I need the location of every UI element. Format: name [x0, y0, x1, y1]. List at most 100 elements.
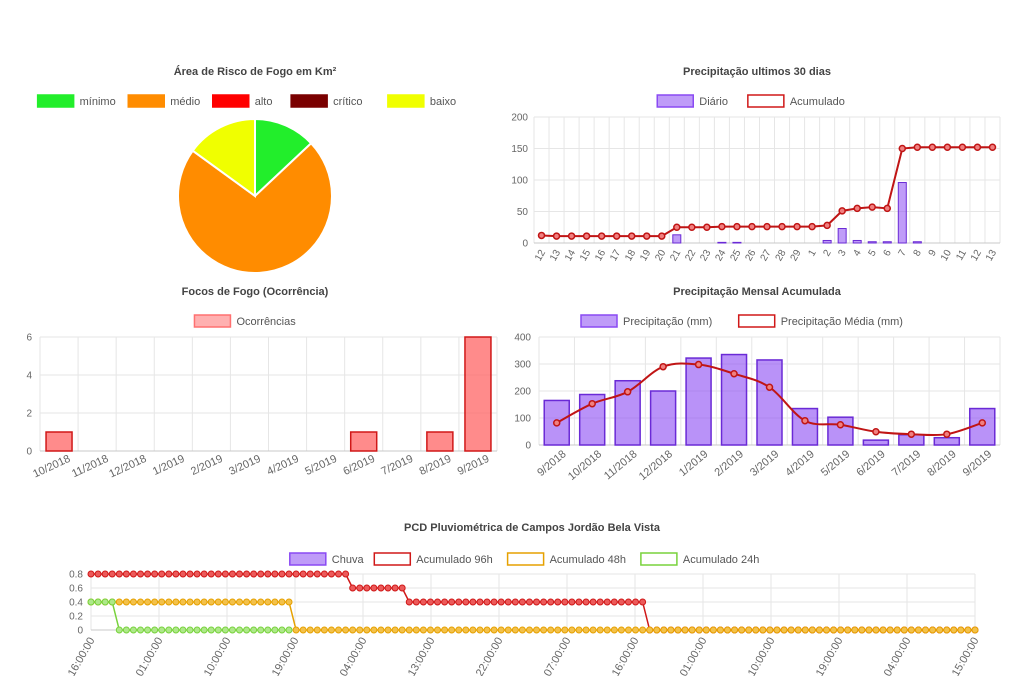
data-point[interactable] — [448, 626, 456, 634]
data-point[interactable] — [688, 626, 696, 634]
data-point[interactable] — [913, 143, 922, 151]
data-point[interactable] — [419, 626, 427, 634]
data-point[interactable] — [87, 598, 95, 606]
data-point[interactable] — [490, 626, 498, 634]
data-point[interactable] — [158, 598, 166, 606]
data-point[interactable] — [207, 598, 215, 606]
data-point[interactable] — [144, 626, 152, 634]
data-point[interactable] — [172, 598, 180, 606]
data-point[interactable] — [200, 626, 208, 634]
data-point[interactable] — [718, 222, 726, 231]
data-point[interactable] — [658, 232, 666, 240]
data-point[interactable] — [363, 626, 371, 634]
data-point[interactable] — [561, 598, 569, 606]
bar[interactable] — [897, 182, 907, 244]
data-point[interactable] — [221, 598, 229, 606]
data-point[interactable] — [448, 598, 456, 606]
data-point[interactable] — [731, 626, 739, 634]
data-point[interactable] — [928, 143, 937, 151]
data-point[interactable] — [617, 598, 625, 606]
data-point[interactable] — [964, 626, 972, 634]
data-point[interactable] — [179, 598, 187, 606]
data-point[interactable] — [285, 570, 293, 578]
data-point[interactable] — [759, 626, 767, 634]
data-point[interactable] — [151, 626, 159, 634]
pie-slice[interactable] — [191, 117, 256, 198]
data-point[interactable] — [610, 598, 618, 606]
data-point[interactable] — [709, 626, 717, 634]
data-point[interactable] — [257, 570, 265, 578]
data-point[interactable] — [250, 570, 258, 578]
data-point[interactable] — [299, 570, 307, 578]
data-point[interactable] — [278, 570, 286, 578]
data-point[interactable] — [250, 598, 258, 606]
data-point[interactable] — [907, 626, 915, 634]
data-point[interactable] — [703, 223, 711, 231]
data-point[interactable] — [476, 626, 484, 634]
legend-label[interactable]: alto — [255, 96, 273, 108]
data-point[interactable] — [243, 598, 251, 606]
data-point[interactable] — [264, 570, 272, 578]
data-point[interactable] — [886, 626, 894, 634]
data-point[interactable] — [151, 598, 159, 606]
data-point[interactable] — [748, 222, 756, 231]
data-point[interactable] — [221, 626, 229, 634]
data-point[interactable] — [122, 598, 130, 606]
data-point[interactable] — [639, 598, 647, 606]
data-point[interactable] — [639, 626, 647, 634]
data-point[interactable] — [765, 383, 774, 391]
data-point[interactable] — [151, 570, 159, 578]
data-point[interactable] — [108, 570, 116, 578]
data-point[interactable] — [617, 626, 625, 634]
data-point[interactable] — [575, 598, 583, 606]
data-point[interactable] — [646, 626, 654, 634]
data-point[interactable] — [405, 626, 413, 634]
data-point[interactable] — [384, 626, 392, 634]
data-point[interactable] — [257, 626, 265, 634]
legend-label[interactable]: Acumulado — [790, 96, 845, 108]
data-point[interactable] — [612, 232, 621, 240]
data-point[interactable] — [221, 570, 229, 578]
data-point[interactable] — [554, 598, 562, 606]
data-point[interactable] — [632, 626, 640, 634]
data-point[interactable] — [780, 626, 788, 634]
data-point[interactable] — [228, 570, 236, 578]
data-point[interactable] — [137, 570, 145, 578]
data-point[interactable] — [681, 626, 689, 634]
data-point[interactable] — [419, 598, 427, 606]
data-point[interactable] — [434, 598, 442, 606]
bar[interactable] — [426, 431, 454, 452]
data-point[interactable] — [603, 626, 611, 634]
data-point[interactable] — [561, 626, 569, 634]
data-point[interactable] — [540, 598, 548, 606]
data-point[interactable] — [582, 232, 591, 240]
data-point[interactable] — [533, 626, 541, 634]
data-point[interactable] — [363, 584, 371, 592]
data-point[interactable] — [469, 626, 477, 634]
data-point[interactable] — [228, 626, 236, 634]
legend-label[interactable]: crítico — [333, 96, 362, 108]
data-point[interactable] — [271, 598, 279, 606]
data-point[interactable] — [264, 598, 272, 606]
bar[interactable] — [717, 241, 727, 244]
data-point[interactable] — [879, 626, 887, 634]
data-point[interactable] — [398, 626, 406, 634]
data-point[interactable] — [830, 626, 838, 634]
data-point[interactable] — [108, 598, 116, 606]
data-point[interactable] — [398, 584, 406, 592]
data-point[interactable] — [327, 570, 335, 578]
data-point[interactable] — [87, 570, 95, 578]
data-point[interactable] — [207, 570, 215, 578]
data-point[interactable] — [426, 626, 434, 634]
data-point[interactable] — [349, 626, 357, 634]
data-point[interactable] — [158, 626, 166, 634]
data-point[interactable] — [356, 584, 364, 592]
data-point[interactable] — [865, 626, 873, 634]
data-point[interactable] — [236, 626, 244, 634]
data-point[interactable] — [278, 626, 286, 634]
data-point[interactable] — [306, 570, 314, 578]
data-point[interactable] — [497, 598, 505, 606]
bar[interactable] — [867, 241, 877, 244]
data-point[interactable] — [943, 143, 952, 151]
data-point[interactable] — [497, 626, 505, 634]
